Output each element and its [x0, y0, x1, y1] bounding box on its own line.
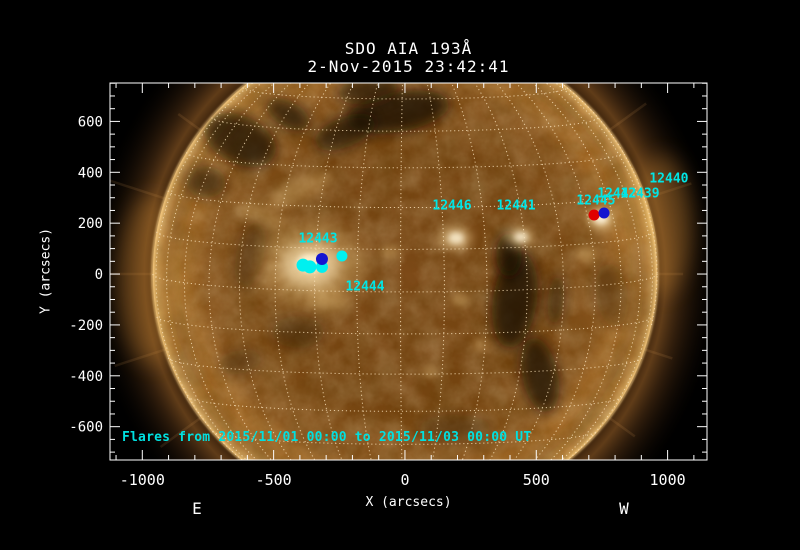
ar-label-12443: 12443 — [298, 231, 337, 246]
ar-label-12444: 12444 — [345, 280, 384, 295]
plot-timestamp: 2-Nov-2015 23:42:41 — [307, 57, 510, 76]
plot-title: SDO AIA 193Å — [344, 39, 473, 58]
ar-label-12446: 12446 — [432, 199, 471, 214]
coronal-hole — [314, 113, 376, 151]
coronal-hole — [218, 349, 262, 375]
coronal-hole — [266, 97, 310, 131]
x-tick-label: -500 — [256, 471, 292, 489]
bright-region — [448, 232, 464, 244]
coronal-hole — [520, 337, 560, 413]
y-tick-label: 600 — [78, 114, 103, 130]
flare-markers — [296, 207, 610, 274]
x-tick-label: 500 — [523, 471, 550, 489]
bright-region — [422, 366, 438, 378]
x-tick-label: 1000 — [650, 471, 686, 489]
flare-marker — [303, 260, 317, 274]
flare-marker — [315, 253, 328, 266]
ar-label-12442: 12442 — [597, 186, 636, 201]
y-tick-label: -400 — [69, 369, 103, 385]
east-direction-label: E — [192, 499, 202, 518]
flare-caption: Flares from 2015/11/01 00:00 to 2015/11/… — [122, 430, 532, 445]
ar-label-12440: 12440 — [649, 171, 688, 186]
ar-label-12441: 12441 — [496, 199, 535, 214]
flare-marker — [588, 209, 600, 221]
y-tick-label: 200 — [78, 216, 103, 232]
ar-label-12439: 12439 — [620, 186, 659, 201]
x-axis-label: X (arcsecs) — [365, 495, 452, 510]
west-direction-label: W — [619, 499, 629, 518]
coronal-hole — [595, 263, 629, 327]
sun-surface — [150, 83, 660, 460]
bright-region — [268, 171, 332, 209]
coronal-hole — [547, 274, 565, 326]
y-tick-label: 400 — [78, 165, 103, 181]
bright-region — [380, 246, 400, 258]
x-tick-label: 0 — [400, 471, 409, 489]
plot-area — [110, 83, 707, 460]
coronal-hole — [272, 316, 324, 348]
flare-marker — [336, 250, 348, 262]
tick-labels: -1000 -500 0 500 1000 600 400 200 0 -200 -400 -600 — [69, 114, 685, 489]
flare-marker — [598, 207, 610, 219]
bright-region — [576, 248, 596, 262]
bright-region — [237, 202, 287, 228]
heliographic-grid — [152, 83, 658, 460]
y-tick-label: -200 — [69, 318, 103, 334]
bright-region — [472, 339, 488, 351]
coronal-hole — [492, 252, 538, 348]
ar-label-12445: 12445 — [576, 194, 615, 209]
coronal-hole — [338, 83, 398, 105]
bright-region — [451, 293, 469, 307]
y-tick-label: 0 — [95, 267, 103, 283]
axis-box — [109, 82, 708, 461]
coronal-hole — [419, 415, 491, 441]
y-axis-label: Y (arcsecs) — [38, 227, 54, 315]
bright-region — [514, 232, 528, 242]
y-tick-label: -600 — [69, 420, 103, 436]
x-tick-label: -1000 — [120, 471, 165, 489]
